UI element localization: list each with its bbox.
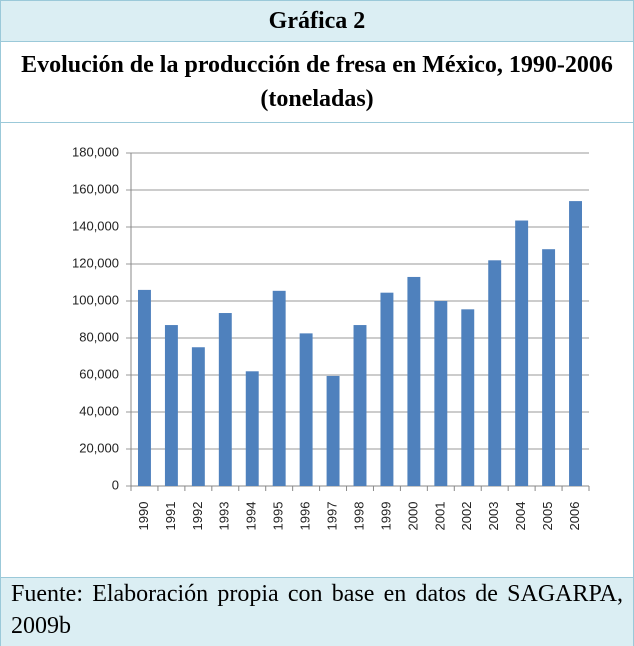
- x-tick-label: 2003: [486, 502, 501, 531]
- y-tick-label: 60,000: [79, 366, 119, 381]
- bar: [407, 276, 421, 486]
- x-tick-label: 1997: [324, 502, 339, 531]
- x-tick-label: 1990: [136, 502, 151, 531]
- bar: [218, 313, 232, 486]
- bar: [542, 249, 556, 486]
- x-tick-label: 1993: [217, 502, 232, 531]
- bar: [380, 292, 394, 486]
- x-tick-label: 2001: [432, 502, 447, 531]
- bar: [488, 260, 502, 486]
- x-tick-label: 1994: [244, 502, 259, 531]
- bar: [138, 289, 151, 486]
- x-tick-label: 2006: [567, 502, 582, 531]
- y-tick-label: 120,000: [72, 255, 119, 270]
- y-tick-label: 140,000: [72, 218, 119, 233]
- title-box: Evolución de la producción de fresa en M…: [1, 42, 633, 123]
- x-tick-label: 2004: [513, 502, 528, 531]
- bar: [245, 371, 259, 486]
- bar: [353, 325, 367, 486]
- bar: [164, 325, 178, 486]
- bar: [569, 201, 582, 486]
- bar: [272, 290, 286, 486]
- x-tick-label: 1992: [190, 502, 205, 531]
- y-tick-label: 160,000: [72, 181, 119, 196]
- x-tick-label: 2002: [459, 502, 474, 531]
- bar: [434, 301, 448, 486]
- chart: 0 20,000 40,000 60,000 80,000 100,000 120,000 1…: [72, 144, 590, 531]
- y-tick-label: 180,000: [72, 144, 119, 159]
- source-note: Fuente: Elaboración propia con base en d…: [1, 577, 633, 646]
- bar: [515, 220, 529, 486]
- x-tick-label: 2000: [405, 502, 420, 531]
- chart-title: Evolución de la producción de fresa en M…: [21, 52, 613, 112]
- x-tick-label: 1991: [163, 502, 178, 531]
- bar: [326, 375, 340, 486]
- y-tick-label: 20,000: [79, 440, 119, 455]
- bar: [461, 309, 475, 486]
- x-tick-label: 1999: [378, 502, 393, 531]
- bar: [299, 333, 313, 486]
- y-tick-label: 0: [112, 477, 119, 492]
- y-tick-label: 100,000: [72, 292, 119, 307]
- bar: [191, 347, 205, 486]
- y-tick-label: 40,000: [79, 403, 119, 418]
- x-tick-label: 1998: [351, 502, 366, 531]
- x-tick-label: 2005: [540, 502, 555, 531]
- x-tick-label: 1995: [271, 502, 286, 531]
- y-tick-label: 80,000: [79, 329, 119, 344]
- x-tick-label: 1996: [298, 502, 313, 531]
- header: Gráfica 2: [1, 1, 633, 42]
